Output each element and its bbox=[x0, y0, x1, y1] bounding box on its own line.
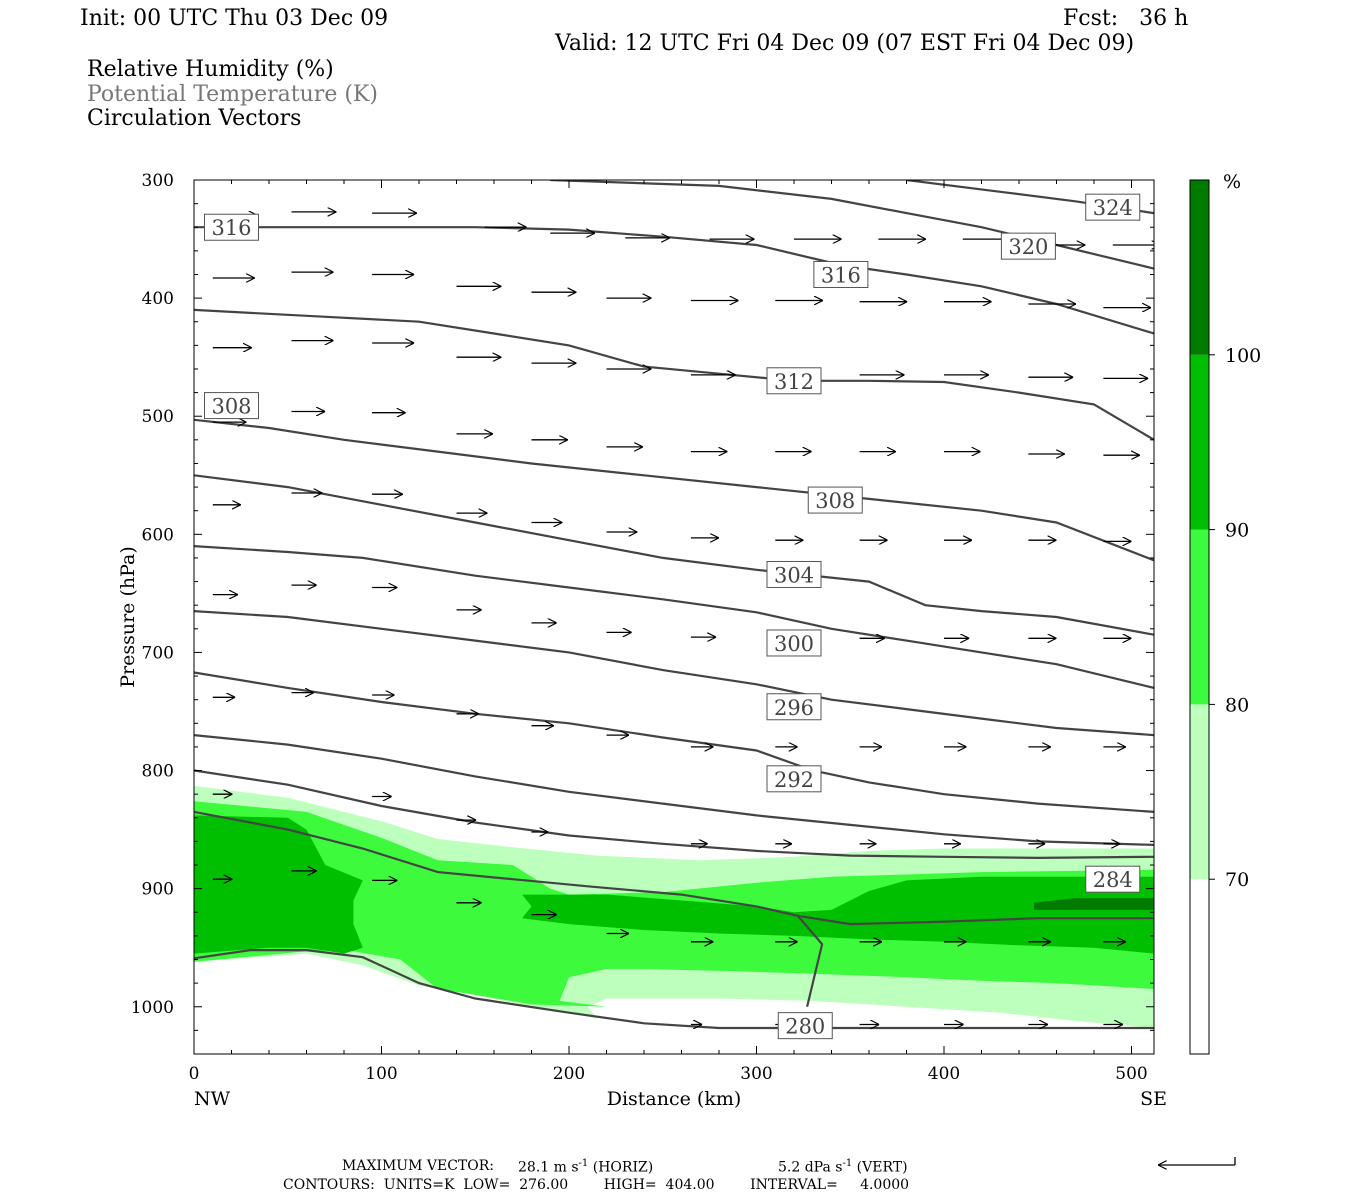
svg-text:300: 300 bbox=[774, 632, 814, 656]
x-tick-label: 400 bbox=[928, 1064, 960, 1084]
legend-vectors: Circulation Vectors bbox=[87, 106, 302, 131]
contour-label-300-6: 300 bbox=[766, 629, 822, 657]
theta-contour-312-11 bbox=[194, 308, 1154, 441]
theta-contour-320-14 bbox=[550, 180, 1154, 270]
contours-info: CONTOURS: UNITS=K LOW= 276.00 HIGH= 404.… bbox=[283, 1177, 910, 1193]
max-vector-horiz-value: 28.1 m s bbox=[518, 1159, 579, 1176]
legend-rh: Relative Humidity (%) bbox=[87, 57, 334, 82]
theta-contour-288-3 bbox=[194, 769, 1154, 860]
colorbar-label: 90 bbox=[1225, 520, 1249, 542]
max-vector-label: MAXIMUM VECTOR: bbox=[342, 1158, 494, 1174]
valid-time: Valid: 12 UTC Fri 04 Dec 09 (07 EST Fri … bbox=[555, 31, 1135, 56]
x-tick-label: 500 bbox=[1115, 1064, 1147, 1084]
x-tick-label: 200 bbox=[553, 1064, 585, 1084]
svg-text:292: 292 bbox=[774, 768, 814, 792]
rh-region-90-3 bbox=[522, 876, 1154, 954]
horiz-tag: (HORIZ) bbox=[592, 1159, 654, 1176]
y-axis-title: Pressure (hPa) bbox=[117, 546, 139, 688]
contour-label-280-0: 280 bbox=[777, 1012, 833, 1040]
x-left-end-label: NW bbox=[194, 1088, 231, 1110]
x-right-end-label: SE bbox=[1140, 1088, 1167, 1110]
init-time: Init: 00 UTC Thu 03 Dec 09 bbox=[80, 6, 389, 31]
vert-exponent: -1 bbox=[842, 1158, 853, 1169]
vert-tag: (VERT) bbox=[856, 1159, 908, 1176]
colorbar-segment bbox=[1190, 180, 1209, 355]
rh-region-100-4 bbox=[1034, 898, 1154, 910]
x-tick-label: 100 bbox=[365, 1064, 397, 1084]
theta-contour-280-0 bbox=[194, 948, 1154, 1030]
contour-label-316-12: 316 bbox=[813, 260, 869, 288]
forecast-hour: Fcst: 36 h bbox=[1063, 6, 1189, 31]
y-tick-label: 600 bbox=[142, 525, 174, 545]
theta-contour-296-5 bbox=[194, 671, 1154, 813]
y-tick-label: 1000 bbox=[131, 998, 174, 1018]
x-axis-title: Distance (km) bbox=[607, 1088, 742, 1110]
svg-text:308: 308 bbox=[211, 395, 251, 419]
theta-contour-316-12 bbox=[194, 226, 1154, 335]
x-tick-label: 300 bbox=[740, 1064, 772, 1084]
svg-text:312: 312 bbox=[774, 370, 814, 394]
max-vector-vert-value: 5.2 dPa s bbox=[778, 1159, 843, 1176]
y-tick-label: 700 bbox=[142, 643, 174, 663]
colorbar-label: 80 bbox=[1225, 694, 1249, 716]
contour-label-312-10: 312 bbox=[766, 367, 822, 395]
colorbar-segment bbox=[1190, 354, 1209, 530]
max-vector-vert: 5.2 dPa s-1 (VERT) bbox=[778, 1159, 908, 1175]
contour-label-316-13: 316 bbox=[204, 213, 259, 241]
contour-label-304-7: 304 bbox=[766, 560, 822, 588]
contour-label-284-2: 284 bbox=[1085, 865, 1141, 893]
contour-label-292-4: 292 bbox=[766, 765, 822, 793]
y-tick-label: 300 bbox=[142, 171, 174, 191]
theta-contour-300-6 bbox=[194, 610, 1154, 737]
theta-contour-312-10 bbox=[194, 418, 1154, 562]
y-tick-label: 500 bbox=[142, 407, 174, 427]
svg-text:296: 296 bbox=[774, 696, 814, 720]
svg-text:308: 308 bbox=[815, 489, 855, 513]
colorbar-segment bbox=[1190, 704, 1209, 880]
x-tick-label: 0 bbox=[189, 1064, 200, 1084]
y-tick-label: 400 bbox=[142, 289, 174, 309]
colorbar-label: 100 bbox=[1225, 345, 1261, 367]
svg-text:280: 280 bbox=[785, 1015, 825, 1039]
svg-text:316: 316 bbox=[211, 216, 251, 240]
svg-text:324: 324 bbox=[1093, 196, 1133, 220]
svg-text:320: 320 bbox=[1008, 235, 1048, 259]
max-vector-horiz: 28.1 m s-1 (HORIZ) bbox=[518, 1159, 653, 1175]
colorbar-segment bbox=[1190, 879, 1209, 1054]
contour-label-296-5: 296 bbox=[766, 693, 822, 721]
reference-vector bbox=[1158, 1157, 1236, 1165]
y-tick-label: 900 bbox=[142, 880, 174, 900]
plot-frame bbox=[193, 179, 1155, 1055]
rh-region-90-2 bbox=[194, 815, 363, 954]
colorbar-frame bbox=[1189, 179, 1210, 1055]
colorbar-segment bbox=[1190, 529, 1209, 705]
y-tick-label: 800 bbox=[142, 762, 174, 782]
theta-contour-284-2 bbox=[194, 810, 1154, 926]
svg-text:316: 316 bbox=[821, 263, 861, 287]
svg-text:304: 304 bbox=[774, 563, 814, 587]
contour-label-308-9: 308 bbox=[204, 392, 259, 420]
theta-contour-304-7 bbox=[194, 545, 1154, 689]
colorbar-label: 70 bbox=[1225, 869, 1249, 891]
svg-text:284: 284 bbox=[1093, 868, 1133, 892]
legend-theta: Potential Temperature (K) bbox=[87, 82, 378, 107]
contour-label-324-15: 324 bbox=[1085, 193, 1141, 221]
horiz-exponent: -1 bbox=[578, 1158, 589, 1169]
theta-contour-280-1 bbox=[796, 915, 824, 1008]
theta-contour-292-4 bbox=[194, 734, 1154, 846]
theta-contour-308-8 bbox=[194, 474, 1154, 636]
contour-label-308-8: 308 bbox=[807, 486, 863, 514]
contour-label-320-14: 320 bbox=[1000, 232, 1056, 260]
colorbar-unit: % bbox=[1223, 171, 1241, 193]
